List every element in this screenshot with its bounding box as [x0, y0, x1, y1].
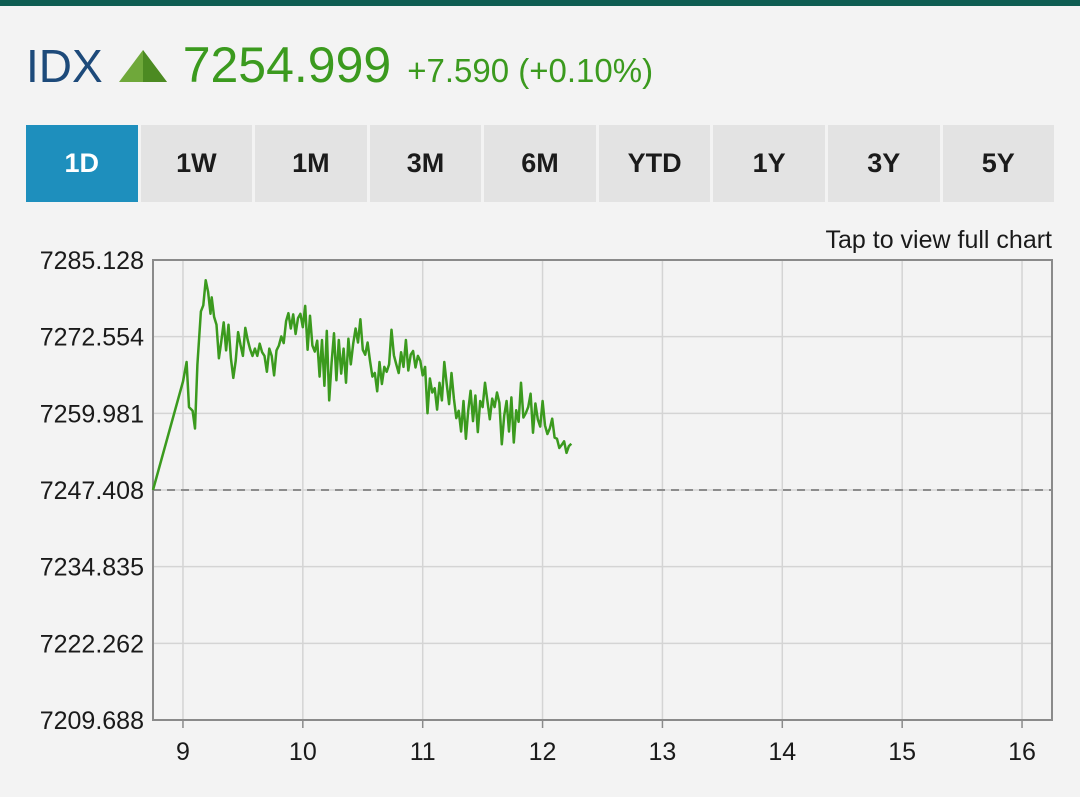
x-tick-label: 16	[1008, 738, 1036, 766]
chart-axes: 7285.128 7272.554 7259.981 7247.408 7234.835…	[40, 250, 1053, 766]
tab-3y[interactable]: 3Y	[824, 125, 940, 202]
tab-1y[interactable]: 1Y	[710, 125, 825, 202]
price-change: +7.590 (+0.10%)	[407, 52, 654, 89]
x-tick-label: 15	[888, 738, 916, 766]
tab-1m[interactable]: 1M	[252, 125, 367, 202]
x-tick-label: 14	[768, 738, 796, 766]
tab-5y[interactable]: 5Y	[939, 125, 1055, 202]
chart-series	[151, 279, 1052, 491]
y-tick-label: 7285.128	[40, 250, 144, 275]
x-tick-label: 13	[649, 738, 677, 766]
range-tabs: 1D 1W 1M 3M 6M YTD 1Y 3Y 5Y	[26, 125, 1055, 202]
x-tick-label: 11	[410, 738, 436, 766]
x-tick-label: 9	[176, 738, 190, 766]
x-tick-label: 10	[289, 738, 317, 766]
tab-1d[interactable]: 1D	[26, 125, 138, 202]
tab-3m[interactable]: 3M	[366, 125, 482, 202]
triangle-up-icon	[117, 48, 169, 84]
quote-header: IDX 7254.999 +7.590 (+0.10%)	[26, 36, 653, 106]
last-price: 7254.999	[182, 37, 392, 93]
top-accent-bar	[0, 0, 1080, 6]
y-tick-label: 7259.981	[40, 400, 144, 428]
ticker-symbol: IDX	[26, 40, 103, 92]
y-tick-label: 7209.688	[40, 707, 144, 735]
tab-1w[interactable]: 1W	[137, 125, 253, 202]
tab-6m[interactable]: 6M	[481, 125, 596, 202]
x-tick-label: 12	[529, 738, 557, 766]
y-tick-label: 7247.408	[40, 477, 144, 505]
y-tick-label: 7234.835	[40, 554, 144, 582]
y-tick-label: 7272.554	[40, 324, 144, 352]
full-chart-hint[interactable]: Tap to view full chart	[825, 226, 1053, 254]
price-series-line	[151, 279, 573, 491]
y-tick-label: 7222.262	[40, 630, 144, 658]
tab-ytd[interactable]: YTD	[595, 125, 711, 202]
price-chart[interactable]: 7285.128 7272.554 7259.981 7247.408 7234.835…	[0, 250, 1080, 797]
